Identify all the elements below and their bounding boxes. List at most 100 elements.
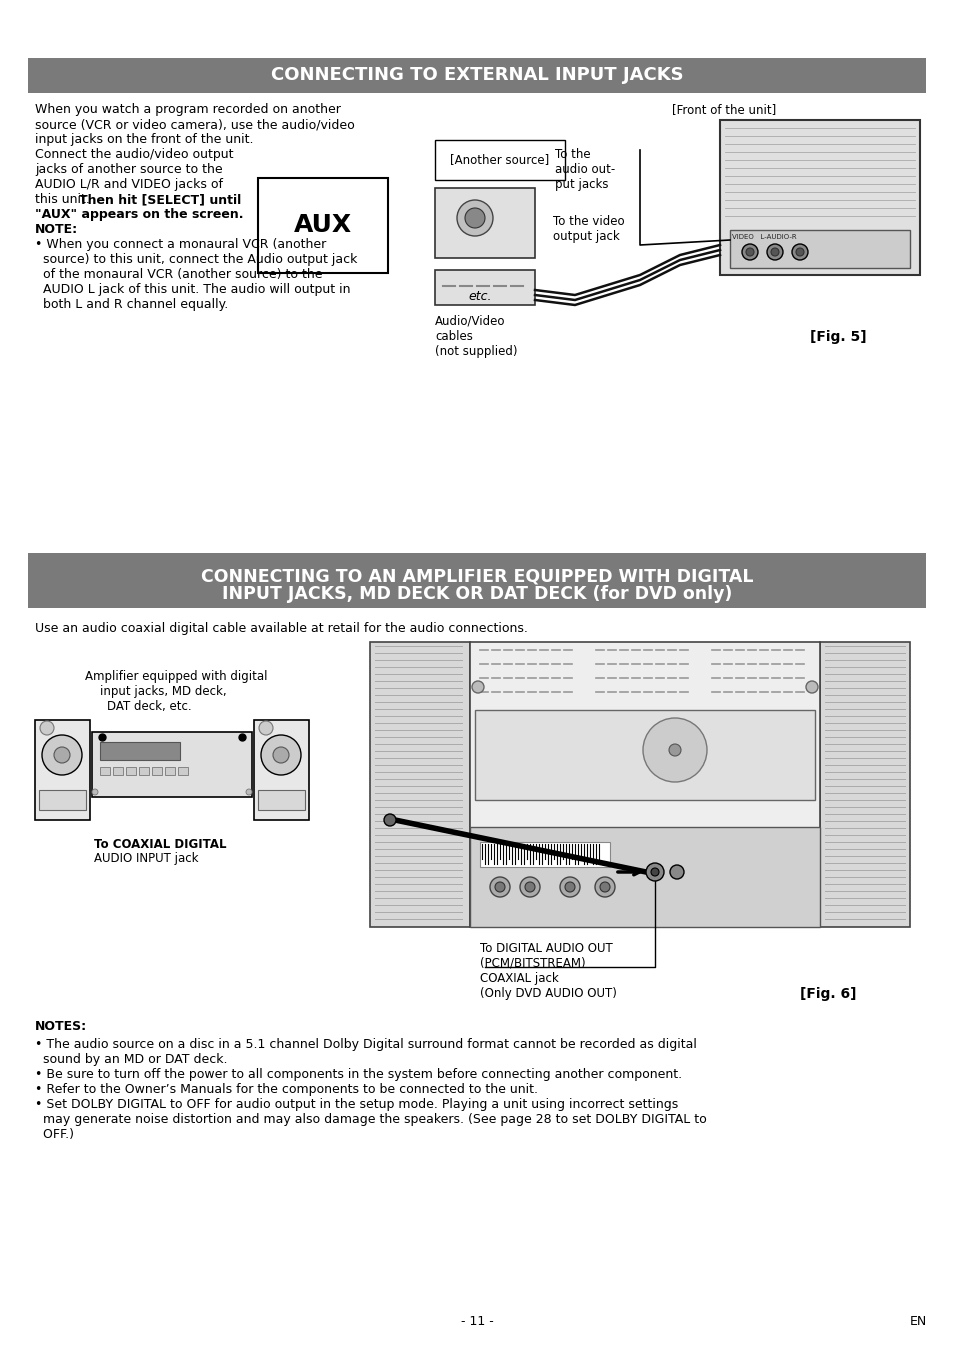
Text: cables: cables: [435, 330, 473, 342]
Text: Audio/Video: Audio/Video: [435, 315, 505, 328]
Text: DAT deck, etc.: DAT deck, etc.: [107, 700, 192, 713]
Bar: [100, 767, 110, 775]
Text: Use an audio coaxial digital cable available at retail for the audio connections: Use an audio coaxial digital cable avail…: [35, 621, 527, 635]
Bar: [479, 842, 609, 867]
Text: jacks of another source to the: jacks of another source to the: [35, 163, 222, 177]
Bar: [470, 828, 820, 927]
Text: Amplifier equipped with digital: Amplifier equipped with digital: [85, 670, 267, 683]
Text: may generate noise distortion and may also damage the speakers. (See page 28 to : may generate noise distortion and may al…: [35, 1113, 706, 1126]
Circle shape: [645, 863, 663, 882]
Bar: [152, 767, 162, 775]
Bar: [28, 58, 925, 93]
Bar: [112, 767, 123, 775]
Text: When you watch a program recorded on another: When you watch a program recorded on ano…: [35, 102, 340, 116]
Circle shape: [669, 865, 683, 879]
Bar: [91, 732, 252, 797]
Bar: [435, 270, 535, 305]
Text: • The audio source on a disc in a 5.1 channel Dolby Digital surround format cann: • The audio source on a disc in a 5.1 ch…: [35, 1038, 696, 1051]
Text: (Only DVD AUDIO OUT): (Only DVD AUDIO OUT): [479, 987, 617, 1000]
Circle shape: [791, 244, 807, 260]
Bar: [257, 178, 388, 274]
Circle shape: [650, 868, 659, 876]
Circle shape: [42, 735, 82, 775]
Circle shape: [464, 208, 484, 228]
Text: [Another source]: [Another source]: [450, 154, 549, 167]
Text: To DIGITAL AUDIO OUT: To DIGITAL AUDIO OUT: [479, 942, 612, 954]
Text: both L and R channel equally.: both L and R channel equally.: [35, 298, 228, 311]
Bar: [35, 720, 90, 820]
Text: - 11 -: - 11 -: [460, 1316, 493, 1328]
Circle shape: [384, 814, 395, 826]
Circle shape: [472, 681, 483, 693]
Text: AUDIO L/R and VIDEO jacks of: AUDIO L/R and VIDEO jacks of: [35, 178, 223, 191]
Text: sound by an MD or DAT deck.: sound by an MD or DAT deck.: [35, 1053, 227, 1066]
Circle shape: [524, 882, 535, 892]
Text: VIDEO   L-AUDIO-R: VIDEO L-AUDIO-R: [731, 235, 796, 240]
Circle shape: [766, 244, 782, 260]
Text: To COAXIAL DIGITAL: To COAXIAL DIGITAL: [94, 838, 226, 851]
Circle shape: [490, 878, 510, 896]
Text: of the monaural VCR (another source) to the: of the monaural VCR (another source) to …: [35, 268, 322, 280]
Circle shape: [456, 200, 493, 236]
Circle shape: [273, 747, 289, 763]
Bar: [729, 231, 909, 268]
Text: INPUT JACKS, MD DECK OR DAT DECK (for DVD only): INPUT JACKS, MD DECK OR DAT DECK (for DV…: [222, 585, 731, 603]
Text: OFF.): OFF.): [35, 1128, 74, 1140]
Bar: [370, 642, 470, 927]
Circle shape: [741, 244, 758, 260]
Circle shape: [261, 735, 301, 775]
Text: etc.: etc.: [468, 290, 491, 302]
Text: Then hit [SELECT] until: Then hit [SELECT] until: [79, 193, 241, 206]
Text: CONNECTING TO AN AMPLIFIER EQUIPPED WITH DIGITAL: CONNECTING TO AN AMPLIFIER EQUIPPED WITH…: [200, 568, 753, 585]
Text: AUX: AUX: [294, 213, 352, 237]
Circle shape: [54, 747, 70, 763]
Text: EN: EN: [909, 1316, 926, 1328]
Bar: [470, 642, 820, 927]
Bar: [435, 140, 564, 181]
Text: [Fig. 6]: [Fig. 6]: [800, 987, 856, 1002]
Bar: [139, 767, 149, 775]
Text: [Front of the unit]: [Front of the unit]: [671, 102, 776, 116]
Bar: [435, 187, 535, 257]
Circle shape: [745, 248, 753, 256]
Circle shape: [258, 721, 273, 735]
Text: • When you connect a monaural VCR (another: • When you connect a monaural VCR (anoth…: [35, 239, 326, 251]
Text: input jacks on the front of the unit.: input jacks on the front of the unit.: [35, 133, 253, 146]
Circle shape: [564, 882, 575, 892]
Text: (not supplied): (not supplied): [435, 345, 517, 359]
Text: source (VCR or video camera), use the audio/video: source (VCR or video camera), use the au…: [35, 119, 355, 131]
Text: input jacks, MD deck,: input jacks, MD deck,: [100, 685, 227, 698]
Circle shape: [595, 878, 615, 896]
Text: audio out-: audio out-: [555, 163, 615, 177]
Text: "AUX" appears on the screen.: "AUX" appears on the screen.: [35, 208, 243, 221]
Text: (PCM/BITSTREAM): (PCM/BITSTREAM): [479, 957, 585, 971]
Text: CONNECTING TO EXTERNAL INPUT JACKS: CONNECTING TO EXTERNAL INPUT JACKS: [271, 66, 682, 85]
Text: AUDIO INPUT jack: AUDIO INPUT jack: [94, 852, 198, 865]
Bar: [126, 767, 136, 775]
Bar: [28, 553, 925, 608]
Text: To the video: To the video: [553, 214, 624, 228]
Text: NOTE:: NOTE:: [35, 222, 78, 236]
Bar: [820, 642, 909, 927]
Text: COAXIAL jack: COAXIAL jack: [479, 972, 558, 985]
Circle shape: [91, 789, 98, 795]
Circle shape: [559, 878, 579, 896]
Text: output jack: output jack: [553, 231, 619, 243]
Bar: [39, 790, 86, 810]
Bar: [100, 741, 180, 760]
Bar: [253, 720, 309, 820]
Circle shape: [246, 789, 252, 795]
Circle shape: [40, 721, 54, 735]
Bar: [178, 767, 188, 775]
Bar: [165, 767, 174, 775]
Text: To the: To the: [555, 148, 590, 160]
Circle shape: [642, 718, 706, 782]
Text: AUDIO L jack of this unit. The audio will output in: AUDIO L jack of this unit. The audio wil…: [35, 283, 350, 297]
Circle shape: [805, 681, 817, 693]
Circle shape: [495, 882, 504, 892]
Text: • Refer to the Owner’s Manuals for the components to be connected to the unit.: • Refer to the Owner’s Manuals for the c…: [35, 1082, 537, 1096]
Bar: [257, 790, 305, 810]
Circle shape: [668, 744, 680, 756]
Text: Connect the audio/video output: Connect the audio/video output: [35, 148, 233, 160]
Text: this unit.: this unit.: [35, 193, 93, 206]
